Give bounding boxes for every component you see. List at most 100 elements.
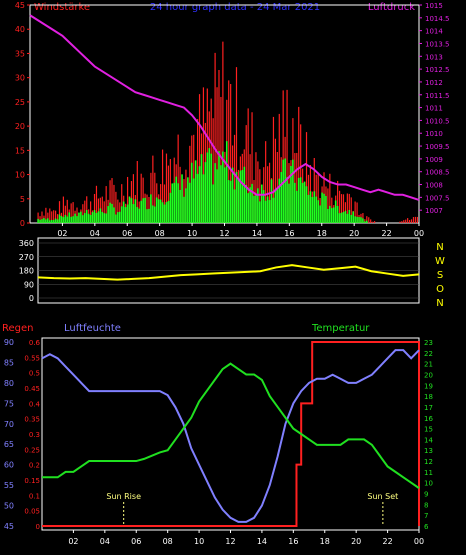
time-tick-label: 16 [288,537,298,546]
temperature-tick-labels: 6 7 8 9 10 11 12 13 14 15 16 17 18 19 20 21 22 23 [424,339,433,531]
wind-direction-line [37,264,420,281]
rain-tick-label: 0.45 [24,385,40,393]
temperature-tick-label: 23 [424,339,433,347]
temperature-tick-label: 8 [424,501,428,509]
panel3-time-ticks: 02 04 06 08 10 12 14 16 18 20 22 00 [68,530,424,546]
wind-tick-label: 10 [15,171,25,180]
direction-tick-label: 270 [19,253,34,262]
rain-tick-label: 0.55 [24,354,40,362]
wind-tick-label: 45 [15,1,25,10]
time-tick-label: 00 [414,229,424,238]
pressure-tick-label: 1008.5 [425,169,450,177]
time-tick-label: 10 [187,229,197,238]
temperature-axis-title: Temperatur [311,323,370,334]
time-tick-label: 18 [317,229,327,238]
temperature-tick-label: 7 [424,512,428,520]
wind-tick-label: 0 [20,219,25,228]
compass-label: N [436,298,443,309]
humidity-tick-labels: 45 50 55 60 65 70 75 80 85 90 [4,338,14,531]
wind-bars [37,41,418,223]
direction-tick-label: 0 [29,294,34,303]
temperature-tick-label: 19 [424,382,433,390]
sunrise-label: Sun Rise [106,492,141,501]
temperature-tick-label: 18 [424,393,433,401]
time-tick-label: 08 [163,537,173,546]
pressure-tick-label: 1014 [425,28,443,36]
humidity-tick-label: 60 [4,461,14,470]
panel3-frame [41,337,420,531]
temperature-tick-label: 20 [424,371,433,379]
rain-tick-label: 0.5 [29,370,40,378]
time-tick-label: 08 [155,229,165,238]
pressure-tick-label: 1009 [425,156,443,164]
time-tick-label: 22 [382,537,392,546]
direction-tick-label: 90 [24,280,34,289]
humidity-tick-label: 45 [4,522,14,531]
rain-tick-label: 0.35 [24,416,40,424]
compass-label: O [436,284,444,295]
wind-tick-labels: 0 5 10 15 20 25 30 35 40 45 [15,1,30,228]
time-tick-label: 04 [90,229,100,238]
pressure-tick-label: 1009.5 [425,143,450,151]
pressure-tick-label: 1007 [425,207,443,215]
pressure-tick-label: 1014.5 [425,15,450,23]
wind-tick-label: 30 [15,74,25,83]
pressure-tick-label: 1012.5 [425,66,450,74]
direction-tick-label: 360 [19,239,34,248]
humidity-tick-label: 50 [4,502,14,511]
humidity-tick-label: 80 [4,379,14,388]
humidity-tick-label: 70 [4,420,14,429]
time-tick-label: 20 [349,229,359,238]
time-tick-label: 02 [57,229,67,238]
rain-tick-label: 0.4 [29,400,41,408]
humidity-tick-label: 75 [4,399,14,408]
time-tick-label: 06 [131,537,141,546]
wind-tick-label: 15 [15,146,25,155]
wind-tick-label: 5 [20,195,25,204]
pressure-tick-label: 1012 [425,79,443,87]
pressure-axis-title: Luftdruck [368,2,415,13]
humidity-tick-label: 55 [4,481,14,490]
temperature-tick-label: 14 [424,436,433,444]
time-tick-label: 12 [225,537,235,546]
humidity-tick-label: 85 [4,358,14,367]
humidity-axis-title: Luftfeuchte [64,323,121,334]
temperature-tick-label: 10 [424,480,433,488]
temperature-tick-label: 12 [424,458,433,466]
wind-tick-label: 35 [15,49,25,58]
temperature-line [42,362,420,489]
temperature-tick-label: 21 [424,361,433,369]
sun-markers: Sun Rise Sun Set [106,492,398,526]
rain-tick-label: 0.25 [24,446,40,454]
pressure-tick-label: 1013.5 [425,40,450,48]
rain-axis-title: Regen [2,323,34,334]
rain-tick-label: 0.05 [24,508,40,516]
temperature-tick-label: 9 [424,491,428,499]
time-tick-label: 14 [257,537,267,546]
pressure-tick-label: 1007.5 [425,194,450,202]
temperature-tick-label: 22 [424,350,433,358]
temperature-tick-label: 17 [424,404,433,412]
time-tick-label: 18 [320,537,330,546]
temperature-tick-label: 6 [424,523,429,531]
wind-tick-label: 40 [15,25,25,34]
temperature-tick-label: 15 [424,426,433,434]
rain-tick-labels: 0 0.05 0.1 0.15 0.2 0.25 0.3 0.35 0.4 0.45 0.5 0.55… [24,339,40,531]
time-tick-label: 04 [100,537,110,546]
wind-direction-grid [38,242,419,299]
wind-tick-label: 20 [15,122,25,131]
time-tick-label: 06 [122,229,132,238]
pressure-tick-labels: 1007 1007.5 1008 1008.5 1009 1009.5 1010 1010.5… [419,2,450,215]
compass-label: N [436,242,443,253]
humidity-tick-label: 90 [4,338,14,347]
time-tick-label: 14 [252,229,262,238]
sunset-label: Sun Set [367,492,398,501]
pressure-line [29,14,420,201]
humidity-line [41,349,420,523]
rain-tick-label: 0.1 [29,492,40,500]
rain-tick-label: 0.3 [29,431,40,439]
